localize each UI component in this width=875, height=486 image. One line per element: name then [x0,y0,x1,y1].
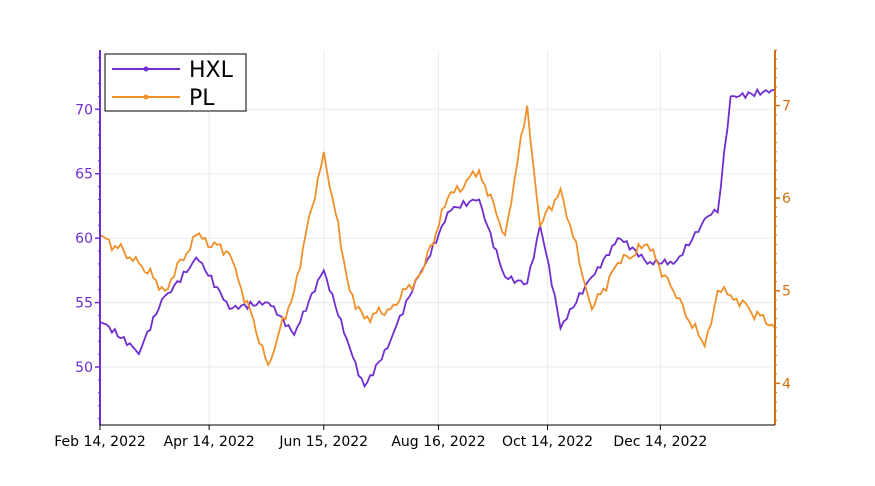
right-axis: 4 5 6 7 [774,49,791,425]
x-tick-label: Feb 14, 2022 [54,434,146,450]
right-tick-label: 7 [782,99,791,115]
left-tick-label: 55 [75,296,93,312]
legend-hxl-marker [143,66,149,72]
x-tick-label: Apr 14, 2022 [164,434,255,450]
left-tick-label: 60 [75,231,93,247]
right-tick-label: 6 [782,191,791,207]
legend: HXL PL [104,53,247,112]
legend-hxl-label: HXL [189,58,234,83]
series-line-hxl [99,87,776,389]
left-axis: 50 55 60 65 70 [75,50,101,425]
left-tick-label: 70 [75,102,93,118]
x-axis: Feb 14, 2022 Apr 14, 2022 Jun 15, 2022 Aug … [54,424,775,450]
legend-box [104,53,247,112]
left-tick-label: 50 [75,360,93,376]
right-tick-label: 4 [782,376,791,392]
x-tick-label: Jun 15, 2022 [278,434,368,450]
x-tick-label: Dec 14, 2022 [613,434,707,450]
left-tick-label: 65 [75,167,93,183]
x-tick-label: Oct 14, 2022 [502,434,593,450]
legend-pl-label: PL [189,86,215,111]
right-tick-label: 5 [782,284,791,300]
legend-pl-marker [143,94,149,100]
series-line-pl [99,105,776,367]
x-tick-label: Aug 16, 2022 [391,434,485,450]
